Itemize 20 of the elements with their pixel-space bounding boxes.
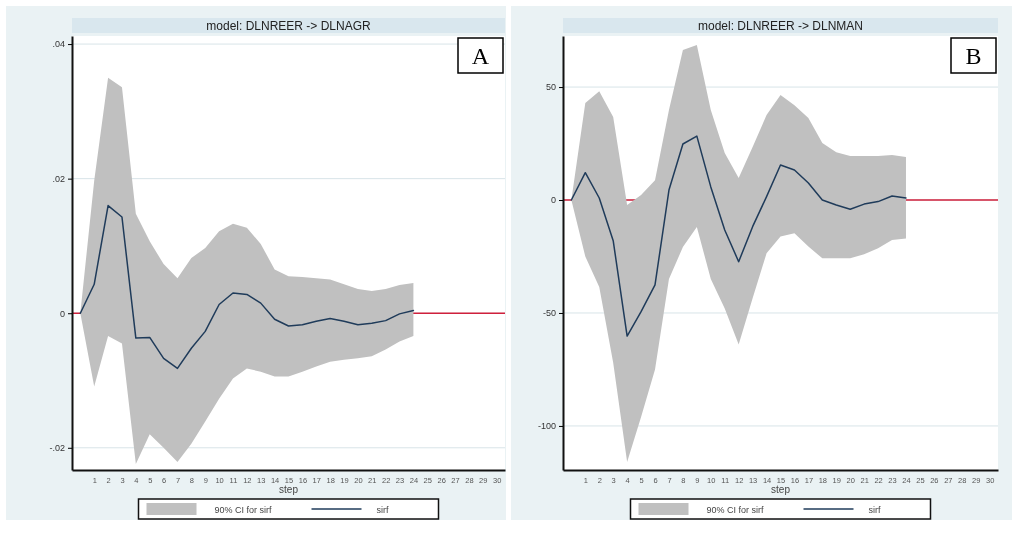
text: 90% CI for sirf bbox=[214, 505, 273, 515]
y-tick-label: 0 bbox=[59, 308, 65, 319]
annotation: B bbox=[965, 43, 982, 69]
annotation: A bbox=[471, 43, 490, 69]
text: sirf bbox=[376, 505, 389, 515]
y-tick-label: -100 bbox=[537, 421, 556, 432]
y-tick-label: 0 bbox=[550, 195, 556, 206]
line-series bbox=[570, 135, 907, 337]
text: 90% CI for sirf bbox=[706, 505, 765, 515]
chart-title: model: DLNREER -> DLNMAN bbox=[697, 19, 864, 33]
y-tick-label: .02 bbox=[52, 174, 65, 185]
y-tick-label: 50 bbox=[545, 82, 556, 93]
y-tick-label: .04 bbox=[52, 39, 65, 50]
y-tick-label: -.02 bbox=[49, 443, 65, 454]
text: sirf bbox=[868, 505, 881, 515]
x-axis-title: step bbox=[279, 484, 299, 495]
y-tick-label: -50 bbox=[542, 308, 556, 319]
x-axis-title: step bbox=[771, 484, 791, 495]
chart-title: model: DLNREER -> DLNAGR bbox=[206, 19, 372, 33]
line-series bbox=[79, 204, 415, 370]
